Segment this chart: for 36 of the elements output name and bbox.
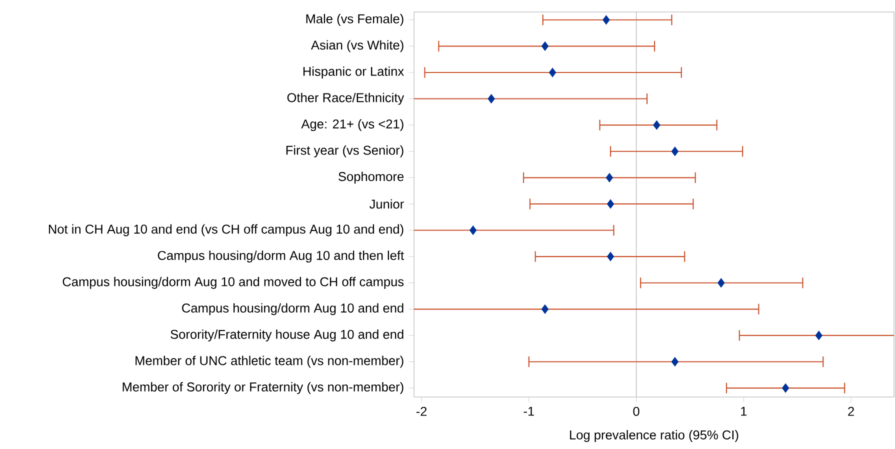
- y-tick-label: Hispanic or Latinx: [303, 66, 404, 78]
- x-tick-label: 0: [633, 406, 640, 416]
- point: [606, 199, 614, 209]
- point: [653, 120, 660, 130]
- x-axis-title: Log prevalence ratio (95% CI): [570, 430, 738, 442]
- y-tick-label: Junior: [369, 199, 404, 209]
- y-tick-label: Asian (vs White): [310, 40, 404, 52]
- y-tick-label: Other Race/Ethnicity: [287, 92, 404, 105]
- point: [606, 252, 614, 262]
- y-tick-label: Age: 21+ (vs <21): [301, 119, 404, 132]
- y-tick-label: Campus housing/dorm Aug 10 and moved to CH off campus: [62, 276, 404, 289]
- point: [469, 226, 477, 235]
- y-tick-label: Member of Sorority or Fraternity (vs non-member): [122, 382, 404, 394]
- point: [488, 94, 495, 104]
- x-tick-label: -1: [524, 406, 534, 416]
- y-tick-label: Male (vs Female): [306, 14, 404, 26]
- x-tick-label: -2: [416, 406, 427, 416]
- y-tick-label: First year (vs Senior): [286, 145, 404, 158]
- y-tick-label: Member of UNC athletic team (vs non-member): [136, 356, 404, 368]
- point: [718, 278, 725, 288]
- point: [782, 383, 790, 393]
- y-tick-label: Campus housing/dorm Aug 10 and then left: [158, 250, 404, 263]
- point: [671, 357, 679, 366]
- point: [548, 68, 556, 78]
- y-tick-label: Not in CH Aug 10 and end (vs CH off campus Aug 10 and end): [48, 224, 404, 236]
- point: [541, 42, 549, 51]
- point: [606, 173, 614, 182]
- point: [602, 15, 610, 25]
- point: [671, 146, 679, 156]
- point: [815, 330, 822, 340]
- x-tick-label: 2: [848, 406, 854, 416]
- x-tick-label: 1: [741, 406, 747, 416]
- y-tick-label: Campus housing/dorm Aug 10 and end: [182, 303, 404, 316]
- y-tick-label: Sorority/Fraternity house Aug 10 and end: [170, 330, 404, 342]
- y-tick-label: Sophomore: [338, 172, 404, 184]
- point: [541, 304, 549, 314]
